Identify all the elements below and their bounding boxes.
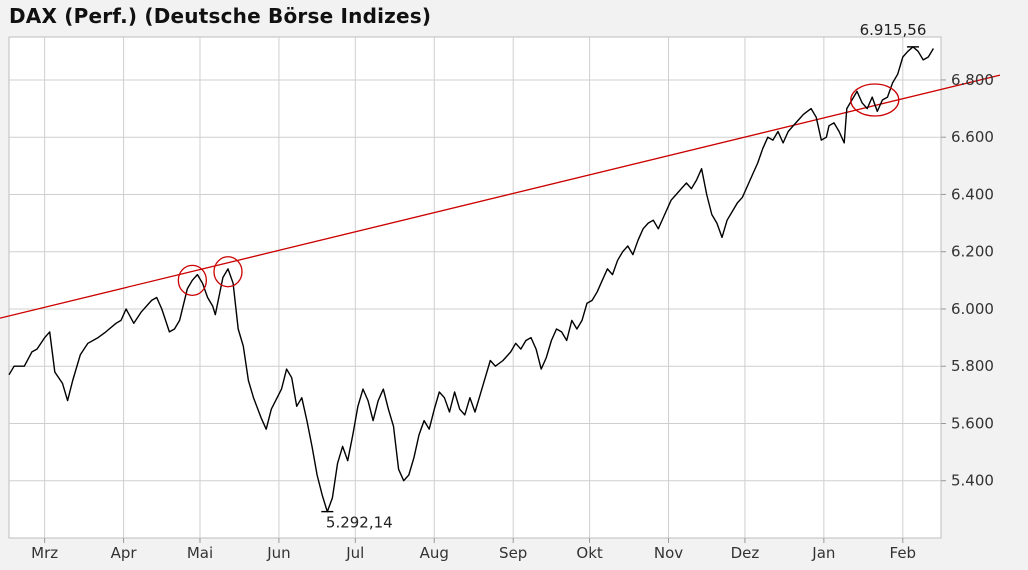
y-tick-label: 6.600 xyxy=(951,128,994,146)
x-tick-label: Jun xyxy=(266,544,290,562)
x-tick-label: Mrz xyxy=(31,544,58,562)
x-tick-label: Apr xyxy=(111,544,138,562)
trend-layer xyxy=(0,74,1001,319)
x-tick-label: Feb xyxy=(890,544,917,562)
x-tick-label: Aug xyxy=(420,544,449,562)
x-tick-label: Nov xyxy=(654,544,683,562)
y-tick-label: 6.000 xyxy=(951,300,994,318)
y-tick-label: 5.600 xyxy=(951,414,994,432)
low-annotation-label: 5.292,14 xyxy=(326,514,393,532)
grid-layer xyxy=(9,37,946,543)
y-tick-label: 6.800 xyxy=(951,71,994,89)
high-annotation-label: 6.915,56 xyxy=(860,21,927,39)
x-tick-label: Dez xyxy=(731,544,760,562)
x-tick-label: Sep xyxy=(499,544,527,562)
highlight-circle xyxy=(213,256,243,288)
labels-layer: Mrz Apr Mai Jun Jul Aug Sep Okt Nov Dez Jan Feb 5.40… xyxy=(31,21,994,562)
y-tick-label: 5.400 xyxy=(951,472,994,490)
highlight-circle xyxy=(177,264,207,296)
y-tick-label: 6.400 xyxy=(951,185,994,203)
y-tick-label: 6.200 xyxy=(951,243,994,261)
chart-title: DAX (Perf.) (Deutsche Börse Indizes) xyxy=(9,4,432,28)
highlight-circles-layer xyxy=(177,83,900,296)
trend-line xyxy=(0,74,1001,319)
y-tick-label: 5.800 xyxy=(951,357,994,375)
x-tick-label: Okt xyxy=(576,544,602,562)
x-tick-label: Jul xyxy=(345,544,364,562)
highlight-circle xyxy=(850,83,900,117)
price-series-layer xyxy=(8,46,935,513)
x-tick-label: Jan xyxy=(811,544,835,562)
series-line xyxy=(8,46,935,513)
plot-area-background xyxy=(8,36,942,539)
x-tick-label: Mai xyxy=(187,544,213,562)
